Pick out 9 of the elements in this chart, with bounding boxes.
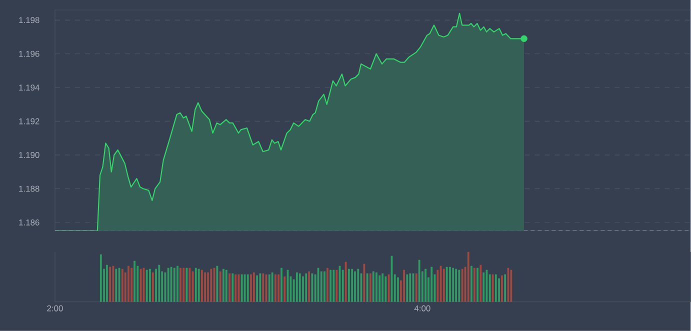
x-tick-label: 2:00: [47, 305, 63, 312]
y-tick-label: 1.192: [19, 118, 40, 124]
y-tick-label: 1.198: [19, 17, 40, 24]
y-tick-label: 1.186: [19, 220, 40, 226]
y-tick-label: 1.188: [19, 186, 40, 192]
y-tick-label: 1.196: [19, 50, 40, 57]
y-tick-label: 1.194: [19, 84, 40, 91]
x-tick-label: 4:00: [414, 305, 430, 312]
y-tick-label: 1.190: [19, 152, 40, 158]
